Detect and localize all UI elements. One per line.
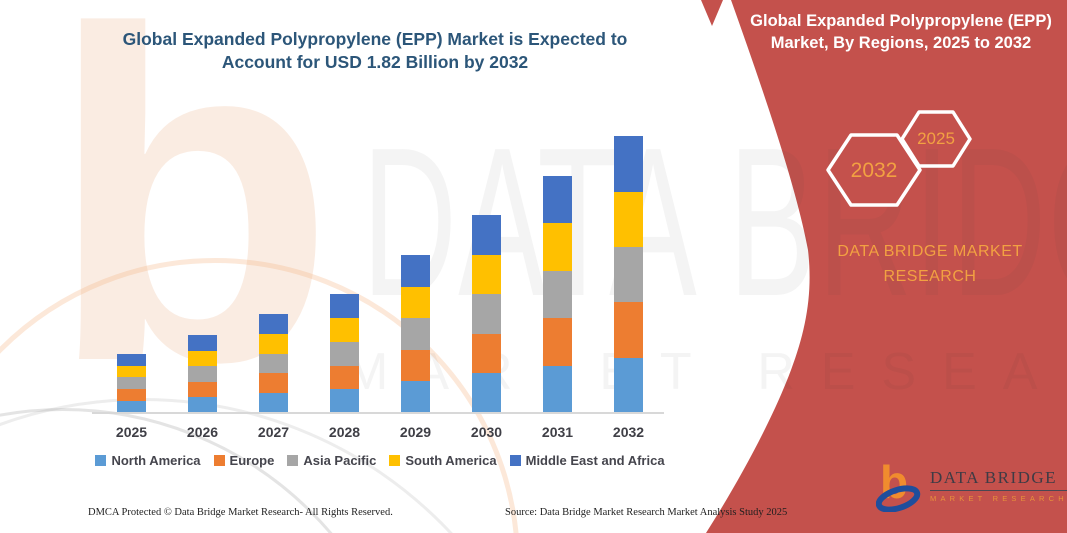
bar-segment-asia-pacific	[472, 294, 501, 334]
x-axis-label-2030: 2030	[470, 424, 503, 440]
bar-segment-north-america	[188, 397, 217, 413]
bar-segment-europe	[259, 373, 288, 394]
legend-label: Asia Pacific	[303, 453, 377, 468]
bar-segment-middle-east-and-africa	[259, 314, 288, 334]
legend-item-europe: Europe	[213, 453, 275, 468]
bar-segment-europe	[330, 365, 359, 390]
bar-segment-north-america	[614, 357, 643, 413]
legend-item-north-america: North America	[95, 453, 201, 468]
watermark-text-marketresearch: MARKET RESEARCH	[345, 343, 1067, 401]
bar-segment-asia-pacific	[614, 247, 643, 303]
bar-segment-asia-pacific	[330, 341, 359, 366]
ribbon-main-shape	[706, 0, 1067, 533]
legend-label: South America	[405, 453, 497, 468]
bar-segment-south-america	[543, 223, 572, 271]
legend-label: Middle East and Africa	[525, 453, 665, 468]
bar-segment-asia-pacific	[401, 318, 430, 350]
hexagon-2025-label: 2025	[917, 129, 955, 148]
chart-title: Global Expanded Polypropylene (EPP) Mark…	[95, 28, 655, 74]
bar-segment-europe	[401, 349, 430, 382]
x-axis-label-2032: 2032	[612, 424, 645, 440]
banner-heading: Global Expanded Polypropylene (EPP) Mark…	[750, 12, 1052, 53]
legend-item-middle-east-and-africa: Middle East and Africa	[509, 453, 665, 468]
legend-swatch	[389, 455, 401, 466]
logo-b-mark: b	[880, 458, 908, 508]
bar-segment-north-america	[330, 389, 359, 413]
year-hexagons	[826, 110, 972, 207]
bar-segment-asia-pacific	[117, 377, 146, 390]
bar-segment-europe	[614, 302, 643, 358]
legend-item-south-america: South America	[389, 453, 497, 468]
bar-segment-north-america	[117, 401, 146, 413]
bar-segment-south-america	[117, 365, 146, 378]
legend-item-asia-pacific: Asia Pacific	[287, 453, 376, 468]
bar-segment-south-america	[188, 350, 217, 367]
bar-segment-middle-east-and-africa	[330, 294, 359, 319]
bar-segment-middle-east-and-africa	[543, 175, 572, 224]
bar-segment-asia-pacific	[259, 353, 288, 374]
databridge-logo: b DATA BRIDGE MARKET RESEARCH	[876, 458, 1067, 512]
dmca-notice: DMCA Protected © Data Bridge Market Rese…	[88, 507, 393, 518]
x-axis-label-2029: 2029	[399, 424, 432, 440]
logo-subtext: MARKET RESEARCH	[930, 493, 1067, 503]
legend-swatch	[95, 455, 107, 466]
bar-segment-north-america	[259, 393, 288, 413]
chart-legend: North America Europe Asia Pacific South Ame…	[85, 453, 675, 468]
legend-swatch	[287, 455, 299, 466]
x-axis-label-2026: 2026	[186, 424, 219, 440]
bar-segment-middle-east-and-africa	[401, 254, 430, 287]
bar-segment-middle-east-and-africa	[188, 335, 217, 351]
ribbon-fold-wedge	[701, 0, 723, 26]
x-axis-label-2028: 2028	[328, 424, 361, 440]
bar-segment-middle-east-and-africa	[117, 353, 146, 366]
chart-title-line2: Account for USD 1.82 Billion by 2032	[221, 52, 529, 73]
bar-segment-europe	[188, 381, 217, 398]
bar-segment-south-america	[472, 254, 501, 295]
bar-segment-asia-pacific	[188, 366, 217, 382]
hexagon-2032-label: 2032	[850, 159, 898, 182]
bar-segment-middle-east-and-africa	[614, 136, 643, 192]
legend-label: Europe	[229, 453, 275, 468]
bar-segment-south-america	[330, 318, 359, 342]
bar-segment-europe	[543, 318, 572, 366]
logo-swoosh	[876, 485, 921, 512]
legend-swatch	[509, 455, 521, 466]
source-note: Source: Data Bridge Market Research Mark…	[505, 507, 788, 518]
banner-brand-text: DATA BRIDGE MARKET RESEARCH	[818, 240, 1042, 290]
bar-segment-middle-east-and-africa	[472, 215, 501, 255]
legend-swatch	[213, 455, 225, 466]
databridge-logo-icon: b	[876, 458, 921, 512]
bar-segment-north-america	[472, 373, 501, 413]
chart-title-line1: Global Expanded Polypropylene (EPP) Mark…	[122, 29, 628, 49]
banner-brand-line1: DATA BRIDGE MARKET	[837, 243, 1023, 260]
bar-segment-south-america	[614, 191, 643, 247]
legend-label: North America	[111, 453, 201, 468]
bar-segment-europe	[472, 333, 501, 374]
x-axis-label-2025: 2025	[115, 424, 148, 440]
banner-brand-line2: RESEARCH	[883, 267, 977, 285]
hexagon-2032	[826, 133, 922, 207]
logo-wordmark: DATA BRIDGE	[930, 468, 1067, 491]
bar-segment-south-america	[259, 333, 288, 354]
bar-segment-asia-pacific	[543, 270, 572, 319]
x-axis-line	[92, 412, 664, 414]
x-axis-label-2031: 2031	[541, 424, 574, 440]
x-axis-label-2027: 2027	[257, 424, 290, 440]
bar-segment-europe	[117, 389, 146, 402]
bar-segment-south-america	[401, 286, 430, 319]
bar-segment-north-america	[401, 381, 430, 413]
bar-segment-north-america	[543, 365, 572, 413]
